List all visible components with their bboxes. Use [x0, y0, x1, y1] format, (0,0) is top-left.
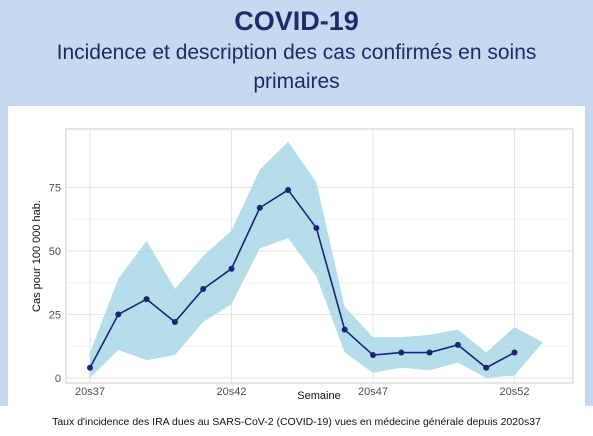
data-point-20s45	[313, 225, 320, 232]
x-tick-label: 20s52	[500, 386, 530, 398]
data-point-20s47	[370, 352, 376, 359]
incidence-line	[89, 188, 515, 369]
data-point-20s38	[115, 311, 122, 318]
panel-border-left	[0, 106, 8, 406]
data-point-20s49	[426, 349, 433, 356]
data-point-20s52	[511, 349, 518, 356]
header: COVID-19 Incidence et description des ca…	[0, 0, 593, 106]
chart-caption: Taux d'incidence des IRA dues au SARS-Co…	[52, 416, 541, 428]
page-subtitle: Incidence et description des cas confirm…	[56, 41, 537, 93]
ribbon-layer	[90, 141, 543, 378]
line-layer	[89, 188, 515, 369]
y-tick-label: 0	[55, 373, 61, 385]
data-point-20s41	[200, 286, 207, 293]
incidence-chart: 0 25 50 75 20s37 20s42 20s47 20s52 Cas pour 100…	[31, 128, 574, 402]
y-axis-title: Cas pour 100 000 hab.	[31, 200, 43, 312]
point-layer	[87, 186, 518, 371]
data-point-20s50	[454, 341, 461, 348]
panel-border-right	[585, 106, 593, 406]
page-title: COVID-19	[234, 6, 359, 36]
data-point-20s43	[256, 204, 263, 211]
data-point-20s51	[483, 364, 490, 371]
x-tick-label: 20s42	[217, 386, 247, 398]
x-tick-label: 20s47	[358, 386, 388, 398]
x-axis-title: Semaine	[297, 390, 340, 402]
data-point-20s37	[87, 364, 93, 371]
data-point-20s40	[171, 319, 178, 326]
y-tick-label: 50	[49, 246, 61, 258]
data-point-20s42	[228, 265, 235, 272]
axis-layer: 0 25 50 75 20s37 20s42 20s47 20s52	[49, 182, 530, 398]
y-tick-label: 25	[49, 309, 61, 321]
data-point-20s46	[341, 326, 348, 333]
confidence-ribbon	[90, 141, 543, 378]
data-point-20s39	[143, 296, 150, 303]
data-point-20s48	[398, 349, 405, 356]
x-tick-label: 20s37	[75, 386, 105, 398]
y-tick-label: 75	[49, 182, 61, 194]
data-point-20s44	[285, 186, 292, 193]
